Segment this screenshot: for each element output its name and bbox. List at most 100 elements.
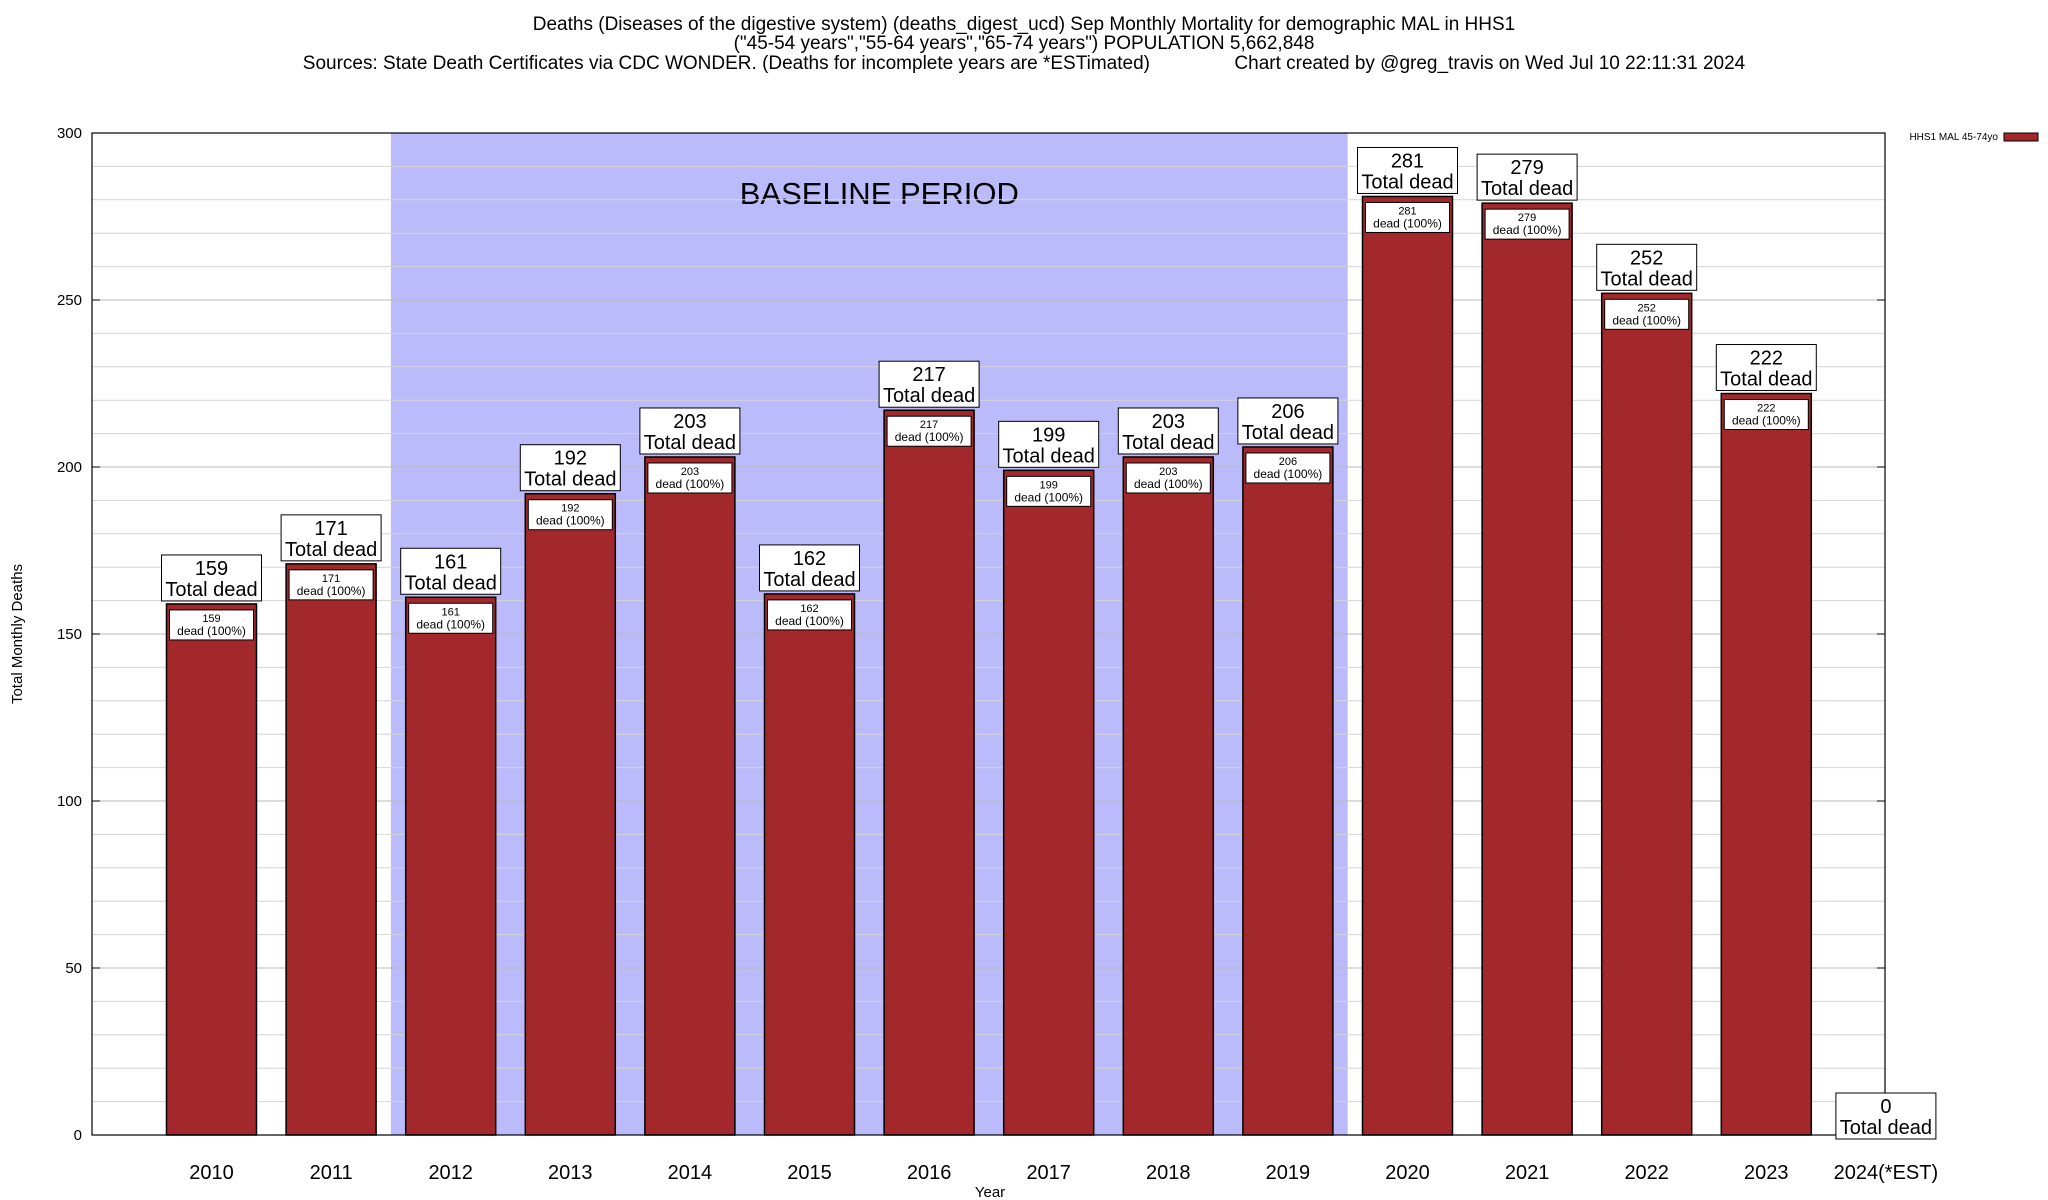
- inner-label-value: 171: [322, 573, 340, 585]
- bar: [1481, 202, 1573, 1136]
- bar: [1600, 292, 1693, 1136]
- bar: [1720, 392, 1813, 1136]
- total-label-text: Total dead: [405, 572, 497, 594]
- x-tick-label: 2013: [548, 1162, 593, 1184]
- x-tick-label: 2021: [1505, 1162, 1550, 1184]
- bar: [1361, 195, 1454, 1136]
- inner-label-value: 252: [1638, 302, 1656, 314]
- inner-label-text: dead (100%): [1134, 477, 1203, 491]
- total-label-value: 252: [1630, 247, 1663, 269]
- total-label-text: Total dead: [1242, 422, 1334, 444]
- total-label-text: Total dead: [165, 579, 257, 601]
- inner-label-text: dead (100%): [656, 477, 725, 491]
- x-tick-label: 2018: [1146, 1162, 1191, 1184]
- x-tick-label: 2012: [428, 1162, 473, 1184]
- x-tick-label: 2020: [1385, 1162, 1430, 1184]
- x-tick-label: 2010: [189, 1162, 234, 1184]
- inner-label-value: 162: [800, 603, 818, 615]
- total-label-value: 203: [1152, 411, 1185, 433]
- total-label-value: 162: [793, 548, 826, 570]
- inner-label-text: dead (100%): [1612, 313, 1681, 327]
- total-label-box: [1476, 153, 1578, 201]
- inner-label-box: [767, 599, 852, 631]
- y-axis-label: Total Monthly Deaths: [9, 564, 26, 704]
- x-tick-label: 2016: [907, 1162, 952, 1184]
- inner-label-text: dead (100%): [297, 584, 366, 598]
- inner-label-text: dead (100%): [1373, 216, 1442, 230]
- x-tick-label: 2017: [1026, 1162, 1071, 1184]
- total-label-text: Total dead: [524, 469, 616, 491]
- inner-label-value: 203: [681, 466, 699, 478]
- total-label-value: 217: [912, 364, 945, 386]
- y-tick-label: 100: [57, 793, 82, 810]
- x-tick-label: 2014: [668, 1162, 713, 1184]
- chart-title-line-2: ("45-54 years","55-64 years","65-74 year…: [733, 33, 1315, 54]
- inner-label-box: [1604, 298, 1690, 330]
- total-label-box: [1117, 407, 1219, 455]
- total-label-box: [1237, 397, 1339, 445]
- legend-swatch: [2003, 132, 2039, 142]
- total-label-box: [161, 554, 262, 602]
- total-label-box: [878, 360, 980, 408]
- total-label-text: Total dead: [1601, 268, 1693, 290]
- total-label-box: [639, 407, 741, 455]
- legend-label: HHS1 MAL 45-74yo: [1909, 132, 1998, 143]
- x-tick-label: 2022: [1624, 1162, 1669, 1184]
- inner-label-text: dead (100%): [177, 624, 246, 638]
- total-label-text: Total dead: [1122, 432, 1214, 454]
- inner-label-value: 192: [561, 503, 579, 515]
- total-label-text: Total dead: [1840, 1117, 1932, 1139]
- y-tick-label: 300: [57, 125, 82, 142]
- total-label-box: [1596, 243, 1698, 291]
- inner-label-value: 217: [920, 419, 938, 431]
- y-tick-label: 250: [57, 292, 82, 309]
- total-label-text: Total dead: [883, 385, 975, 407]
- inner-label-text: dead (100%): [895, 430, 964, 444]
- inner-label-box: [1365, 201, 1450, 233]
- total-label-text: Total dead: [1003, 445, 1095, 467]
- baseline-band-label: BASELINE PERIOD: [740, 176, 1019, 211]
- x-axis-label: Year: [975, 1184, 1005, 1200]
- bar: [165, 603, 258, 1136]
- bar: [404, 596, 497, 1136]
- inner-label-text: dead (100%): [1014, 490, 1083, 504]
- total-label-box: [1715, 344, 1817, 392]
- bar: [883, 409, 975, 1136]
- total-label-value: 159: [195, 558, 228, 580]
- plot-frame: [91, 132, 1886, 1136]
- y-tick-label: 200: [57, 459, 82, 476]
- total-label-value: 206: [1271, 401, 1304, 423]
- inner-label-text: dead (100%): [1493, 223, 1562, 237]
- total-label-box: [998, 420, 1100, 468]
- bar: [644, 456, 736, 1136]
- total-label-box: [280, 514, 382, 562]
- total-label-box: [759, 544, 860, 592]
- chart-title-line-3: Sources: State Death Certificates via CD…: [302, 53, 1746, 74]
- bar: [1002, 469, 1095, 1136]
- inner-label-text: dead (100%): [1732, 414, 1801, 428]
- inner-label-box: [527, 499, 613, 531]
- total-label-value: 161: [434, 551, 467, 573]
- inner-label-value: 279: [1518, 212, 1536, 224]
- total-label-value: 222: [1750, 348, 1783, 370]
- inner-label-value: 159: [202, 613, 220, 625]
- y-tick-label: 150: [57, 626, 82, 643]
- total-label-value: 279: [1510, 157, 1543, 179]
- inner-label-box: [1006, 475, 1092, 507]
- x-tick-label: 2015: [787, 1162, 832, 1184]
- inner-label-text: dead (100%): [1254, 467, 1323, 481]
- total-label-box: [1357, 146, 1458, 194]
- total-label-box: [519, 444, 621, 492]
- y-tick-label: 0: [74, 1127, 82, 1144]
- inner-label-text: dead (100%): [775, 614, 844, 628]
- x-tick-label: 2024(*EST): [1834, 1162, 1939, 1184]
- total-label-text: Total dead: [1720, 369, 1812, 391]
- y-tick-label: 50: [65, 960, 82, 977]
- inner-label-text: dead (100%): [536, 514, 605, 528]
- total-label-text: Total dead: [285, 539, 377, 561]
- inner-label-value: 161: [442, 606, 460, 618]
- inner-label-box: [886, 415, 972, 447]
- inner-label-box: [1245, 452, 1331, 484]
